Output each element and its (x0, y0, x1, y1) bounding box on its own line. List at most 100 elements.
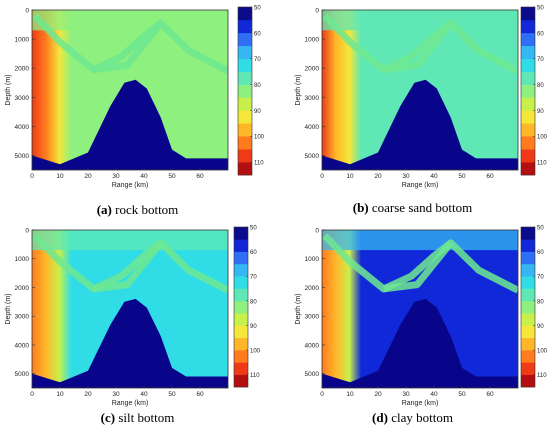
y-tick-label: 1000 (15, 256, 30, 263)
x-tick-label: 50 (458, 173, 466, 180)
colorbar-tick-label: 80 (537, 299, 544, 305)
plot-area (32, 230, 228, 388)
caption-b-label: (b) (352, 200, 369, 215)
colorbar-segment (238, 110, 252, 124)
colorbar-tick-label: 50 (250, 226, 257, 232)
y-tick-label: 2000 (15, 66, 30, 73)
colorbar-tick-label: 90 (254, 109, 261, 115)
colorbar-segment (521, 362, 535, 375)
axes-frame (321, 9, 519, 171)
colorbar-segment (521, 32, 535, 47)
ray-band-0 (322, 13, 453, 74)
caption-c-text: silt bottom (118, 410, 175, 425)
x-tick-label: 10 (56, 173, 64, 180)
chart-panel-3: 0 1000 2000 3000 4000 5000 0 10 20 30 40 50 60 Range … (295, 226, 548, 408)
x-tick-label: 50 (458, 391, 466, 398)
plot-area (322, 10, 518, 170)
colorbar-tick-label: 50 (537, 6, 544, 12)
ray-band-1 (383, 19, 518, 75)
ray-band-1 (93, 19, 228, 75)
x-tick-label: 10 (56, 391, 64, 398)
x-axis-label: Range (km) (112, 182, 149, 189)
colorbar-segment (234, 251, 248, 265)
colorbar-segment (234, 239, 248, 252)
x-axis-label: Range (km) (112, 400, 149, 407)
colorbar-tick-label: 90 (537, 324, 544, 330)
colorbar-segment (238, 136, 252, 150)
colorbar-tick-label: 110 (254, 161, 264, 167)
colorbar-segment (521, 350, 535, 363)
colorbar-segment (238, 32, 252, 47)
colorbar-segment (238, 58, 252, 72)
seabed (322, 79, 518, 170)
x-tick-label: 40 (140, 391, 148, 398)
colorbar-segment (521, 263, 535, 277)
x-tick-label: 0 (320, 173, 324, 180)
colorbar-segment (521, 374, 535, 388)
colorbar-segment (521, 97, 535, 111)
x-tick-label: 30 (402, 391, 410, 398)
caption-c: (c) silt bottom (0, 410, 275, 426)
colorbar-frame (520, 6, 536, 176)
colorbar-segment (521, 136, 535, 150)
colorbar-segment (521, 313, 535, 326)
x-tick-label: 30 (112, 391, 120, 398)
surface-layer (32, 230, 228, 251)
colorbar-segment (234, 313, 248, 326)
y-tick-label: 1000 (15, 37, 30, 44)
colorbar-tick-label: 110 (250, 373, 260, 379)
y-tick-label: 1000 (305, 37, 320, 44)
colorbar-segment (238, 149, 252, 163)
colorbar-tick-label: 100 (537, 349, 548, 355)
x-tick-label: 0 (30, 173, 34, 180)
colorbar-tick-label: 50 (537, 226, 544, 232)
y-tick-label: 4000 (305, 124, 320, 131)
y-axis-label: Depth (m) (295, 293, 302, 324)
colorbar-segment (238, 123, 252, 137)
y-tick-label: 2000 (305, 285, 320, 292)
colorbar-tick-label: 60 (254, 31, 261, 37)
y-tick-label: 4000 (15, 124, 30, 131)
axes-frame (31, 9, 229, 171)
axes-frame (31, 229, 229, 389)
colorbar-tick-label: 90 (537, 109, 544, 115)
y-tick-label: 5000 (15, 153, 30, 160)
y-tick-label: 5000 (305, 371, 320, 378)
x-tick-label: 60 (486, 173, 494, 180)
colorbar-tick-label: 70 (250, 275, 257, 281)
caption-d-label: (d) (372, 410, 388, 425)
colorbar-tick-label: 60 (250, 250, 257, 256)
colorbar-segment (234, 374, 248, 388)
colorbar-segment (234, 276, 248, 289)
colorbar-frame (237, 6, 253, 176)
y-tick-label: 0 (25, 228, 29, 235)
y-tick-label: 3000 (305, 95, 320, 102)
colorbar-segment (521, 325, 535, 339)
y-axis-label: Depth (m) (5, 293, 12, 324)
colorbar-segment (521, 149, 535, 163)
colorbar-segment (238, 19, 252, 34)
colorbar-segment (521, 19, 535, 34)
plot-area (322, 230, 518, 388)
y-tick-label: 3000 (15, 95, 30, 102)
colorbar-tick-label: 80 (250, 299, 257, 305)
y-tick-label: 2000 (305, 66, 320, 73)
colorbar-segment (521, 58, 535, 72)
x-tick-label: 0 (30, 391, 34, 398)
colorbar-segment (521, 71, 535, 85)
x-tick-label: 50 (168, 173, 176, 180)
plot-area (32, 10, 228, 170)
x-tick-label: 20 (84, 391, 92, 398)
caption-b-text: coarse sand bottom (371, 200, 473, 215)
colorbar: 50 60 70 80 90 100 110 (520, 226, 548, 388)
surface-layer (32, 10, 228, 31)
surface-layer (322, 10, 518, 31)
chart-panel-2: 0 1000 2000 3000 4000 5000 0 10 20 30 40 50 60 Range … (5, 226, 261, 408)
y-tick-label: 3000 (15, 314, 30, 321)
colorbar-segment (238, 45, 252, 59)
seabed (322, 298, 518, 388)
surface-layer (322, 230, 518, 251)
colorbar-segment (234, 325, 248, 339)
x-axis-label: Range (km) (402, 400, 439, 407)
